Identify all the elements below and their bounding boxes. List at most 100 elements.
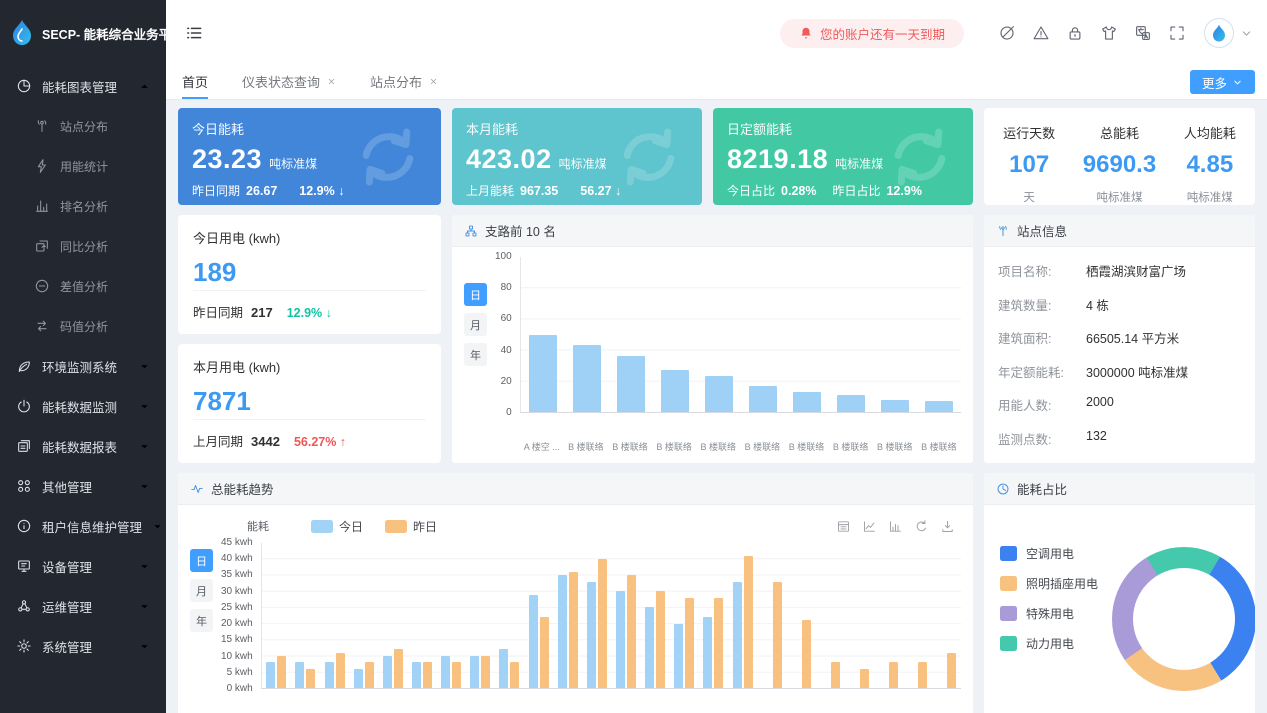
bar-group-B 楼联络[interactable] <box>829 257 873 412</box>
bar-group-06时[interactable] <box>437 543 466 688</box>
bar-group-20时[interactable] <box>845 543 874 688</box>
bar-chart-icon[interactable] <box>888 519 903 534</box>
clear-cache-icon[interactable] <box>990 16 1024 50</box>
bar-group-00时[interactable] <box>262 543 291 688</box>
sidebar-item-能耗数据报表[interactable]: 能耗数据报表 <box>0 426 166 466</box>
summary-人均能耗: 人均能耗 4.85 吨标准煤 <box>1165 123 1255 205</box>
donut-legend-swatch <box>1000 606 1017 621</box>
donut-legend-item-特殊用电[interactable]: 特殊用电 <box>1000 605 1098 622</box>
bar-group-16时[interactable] <box>728 543 757 688</box>
lock-icon[interactable] <box>1058 16 1092 50</box>
bar-group-03时[interactable] <box>349 543 378 688</box>
bar-group-18时[interactable] <box>786 543 815 688</box>
trend-toggle-年[interactable]: 年 <box>190 609 213 632</box>
user-menu-chevron-icon[interactable] <box>1240 27 1253 40</box>
bar-group-10时[interactable] <box>553 543 582 688</box>
sidebar-subitem-差值分析[interactable]: 差值分析 <box>0 266 166 306</box>
sidebar-item-能耗图表管理[interactable]: 能耗图表管理 <box>0 66 166 106</box>
bar-group-15时[interactable] <box>699 543 728 688</box>
bar-group-B 楼联络[interactable] <box>653 257 697 412</box>
bar-group-11时[interactable] <box>582 543 611 688</box>
tab-首页[interactable]: 首页 <box>182 66 209 99</box>
bar-group-02时[interactable] <box>320 543 349 688</box>
legend-item-昨日[interactable]: 昨日 <box>385 518 437 535</box>
bar-group-22时[interactable] <box>903 543 932 688</box>
sidebar-item-租户信息维护管理[interactable]: 租户信息维护管理 <box>0 506 166 546</box>
trend-toggle-日[interactable]: 日 <box>190 549 213 572</box>
bar <box>626 575 636 688</box>
bar-group-21时[interactable] <box>874 543 903 688</box>
bar-group-B 楼联络[interactable] <box>917 257 961 412</box>
bar-group-08时[interactable] <box>495 543 524 688</box>
donut-legend-item-照明插座用电[interactable]: 照明插座用电 <box>1000 575 1098 592</box>
bar-group-12时[interactable] <box>611 543 640 688</box>
data-view-icon[interactable] <box>836 519 851 534</box>
download-icon[interactable] <box>940 519 955 534</box>
site-info-row: 监测点数: 132 <box>998 429 1241 448</box>
bar-group-B 楼联络[interactable] <box>609 257 653 412</box>
bar-group-09时[interactable] <box>524 543 553 688</box>
bar-group-B 楼联络[interactable] <box>697 257 741 412</box>
sidebar-item-环境监测系统[interactable]: 环境监测系统 <box>0 346 166 386</box>
bar-group-A 楼空 ...[interactable] <box>521 257 565 412</box>
bar-group-23时[interactable] <box>932 543 961 688</box>
sidebar-item-设备管理[interactable]: 设备管理 <box>0 546 166 586</box>
stat-card-unit: 吨标准煤 <box>558 157 607 171</box>
more-tabs-button[interactable]: 更多 <box>1189 70 1255 94</box>
error-log-icon[interactable] <box>1024 16 1058 50</box>
stat-sub-label: 上月能耗 <box>466 184 515 198</box>
fullscreen-icon[interactable] <box>1160 16 1194 50</box>
bar-group-01时[interactable] <box>291 543 320 688</box>
sidebar-subitem-label: 码值分析 <box>60 319 109 334</box>
y-axis-name: 能耗 <box>247 521 269 533</box>
menu-collapse-icon[interactable] <box>180 19 208 47</box>
sidebar-item-label: 租户信息维护管理 <box>42 520 143 535</box>
sidebar-item-能耗数据监测[interactable]: 能耗数据监测 <box>0 386 166 426</box>
donut-legend-item-空调用电[interactable]: 空调用电 <box>1000 545 1098 562</box>
bar-group-04时[interactable] <box>378 543 407 688</box>
theme-icon[interactable] <box>1092 16 1126 50</box>
bar-group-07时[interactable] <box>466 543 495 688</box>
tab-站点分布[interactable]: 站点分布 <box>370 66 438 99</box>
bar-group-17时[interactable] <box>757 543 786 688</box>
tab-仪表状态查询[interactable]: 仪表状态查询 <box>242 66 336 99</box>
sidebar-subitem-码值分析[interactable]: 码值分析 <box>0 306 166 346</box>
trend-chart-area: 能耗 今日 昨日 45 kwh 40 kwh 35 kwh 30 kwh 25 kwh 20… <box>221 515 961 713</box>
donut-legend-item-动力用电[interactable]: 动力用电 <box>1000 635 1098 652</box>
sidebar-subitem-站点分布[interactable]: 站点分布 <box>0 106 166 146</box>
bar-group-B 楼联络[interactable] <box>565 257 609 412</box>
bar-group-05时[interactable] <box>407 543 436 688</box>
refresh-icon[interactable] <box>914 519 929 534</box>
tab-close-icon[interactable] <box>429 77 438 86</box>
sidebar-subitem-用能统计[interactable]: 用能统计 <box>0 146 166 186</box>
bar-group-B 楼联络[interactable] <box>785 257 829 412</box>
donut-legend-swatch <box>1000 636 1017 651</box>
sidebar-subitem-同比分析[interactable]: 同比分析 <box>0 226 166 266</box>
branch-toggle-日[interactable]: 日 <box>464 283 487 306</box>
bar-group-13时[interactable] <box>641 543 670 688</box>
summary-label: 总能耗 <box>1099 126 1139 141</box>
trend-toggle-月[interactable]: 月 <box>190 579 213 602</box>
bar-group-14时[interactable] <box>670 543 699 688</box>
bar <box>836 394 865 412</box>
sidebar-item-系统管理[interactable]: 系统管理 <box>0 626 166 666</box>
tab-close-icon[interactable] <box>327 77 336 86</box>
sidebar-item-其他管理[interactable]: 其他管理 <box>0 466 166 506</box>
branch-toggle-年[interactable]: 年 <box>464 343 487 366</box>
account-expiry-notice[interactable]: 您的账户还有一天到期 <box>779 18 964 48</box>
site-info-label: 项目名称: <box>998 265 1052 279</box>
usage-sub-value: 217 <box>251 305 273 320</box>
branch-toggle-月[interactable]: 月 <box>464 313 487 336</box>
bar-group-B 楼联络[interactable] <box>741 257 785 412</box>
bar-group-B 楼联络[interactable] <box>873 257 917 412</box>
legend-item-今日[interactable]: 今日 <box>311 518 363 535</box>
sidebar-item-运维管理[interactable]: 运维管理 <box>0 586 166 626</box>
sidebar-subitem-label: 站点分布 <box>60 119 109 134</box>
sidebar-subitem-排名分析[interactable]: 排名分析 <box>0 186 166 226</box>
bar-group-19时[interactable] <box>815 543 844 688</box>
language-icon[interactable] <box>1126 16 1160 50</box>
sidebar-submenu: 站点分布用能统计 排名分析 同比分析 差值分析码值分析 <box>0 106 166 346</box>
line-chart-icon[interactable] <box>862 519 877 534</box>
avatar[interactable] <box>1204 18 1234 48</box>
energy-ratio-donut[interactable] <box>1112 547 1255 691</box>
